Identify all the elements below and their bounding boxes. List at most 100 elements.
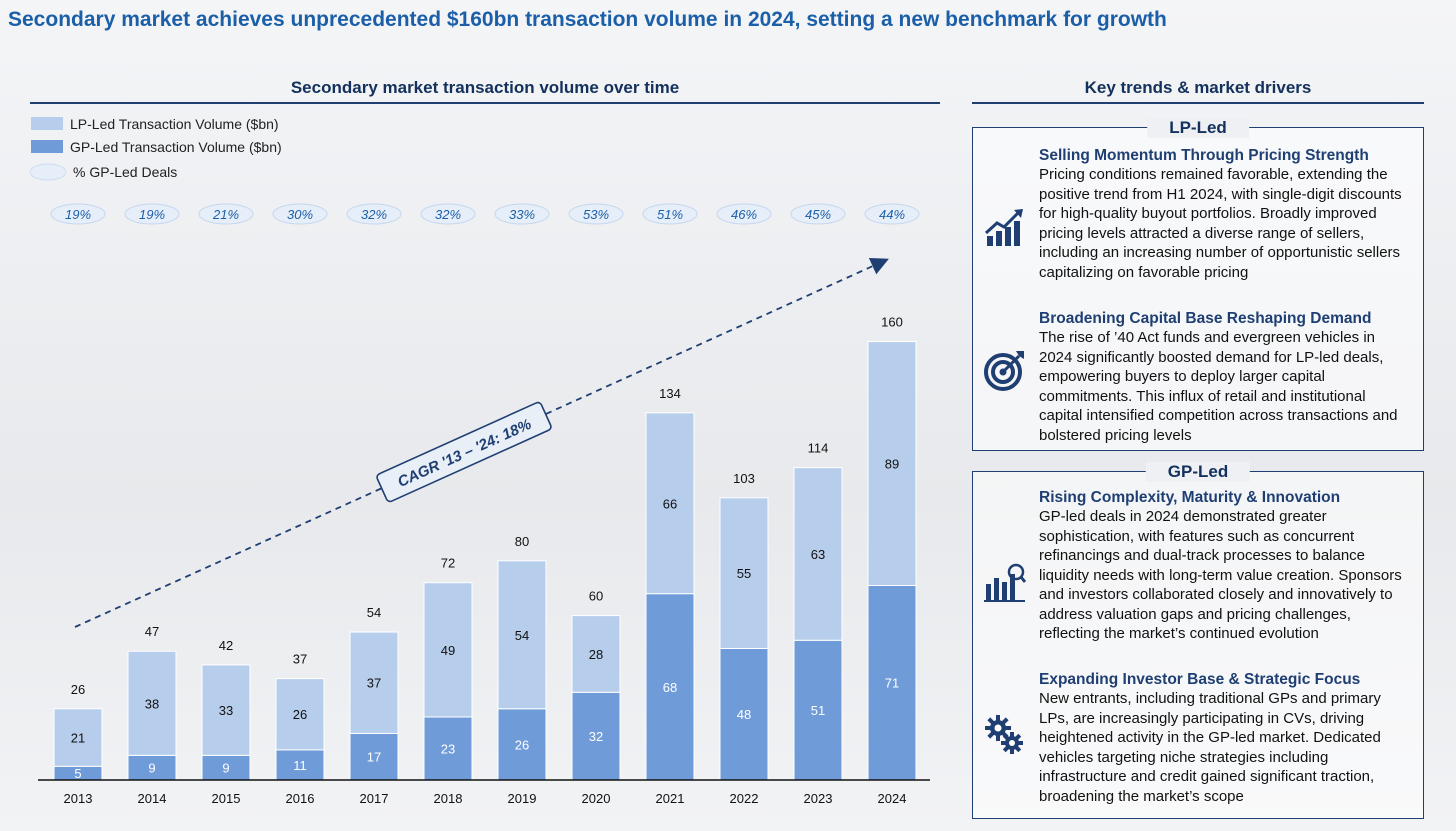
pct-bubble	[716, 203, 772, 225]
bar-gp-led	[127, 754, 177, 781]
pct-bubble	[494, 203, 550, 225]
gp-item-1: Rising Complexity, Maturity & Innovation…	[1039, 488, 1409, 644]
bar-total-value: 26	[71, 682, 85, 697]
bar-total-value: 160	[881, 315, 903, 330]
bar-lp-led	[867, 341, 917, 586]
lp-led-panel: LP-Led Selling Momentum Through Pricing …	[972, 118, 1424, 451]
legend-swatch-pct	[29, 163, 67, 181]
bar-gp-value: 51	[811, 703, 825, 718]
pct-label: 19%	[139, 207, 165, 222]
x-tick-label: 2021	[656, 791, 685, 806]
pct-label: 19%	[65, 207, 91, 222]
pct-bubble	[790, 203, 846, 225]
bar-lp-value: 33	[219, 703, 233, 718]
lp-item-2-heading: Broadening Capital Base Reshaping Demand	[1039, 310, 1372, 327]
bar-total-value: 80	[515, 534, 529, 549]
pct-label: 44%	[879, 207, 905, 222]
bar-lp-value: 26	[293, 707, 307, 722]
stacked-bar-chart: LP-Led Transaction Volume ($bn) GP-Led Tr…	[29, 116, 930, 806]
gp-led-panel-title: GP-Led	[1145, 462, 1251, 482]
lp-item-2-text: The rise of ’40 Act funds and evergreen …	[1039, 329, 1398, 444]
bar-total-value: 60	[589, 589, 603, 604]
bar-lp-led	[571, 615, 621, 693]
bar-gp-value: 9	[222, 761, 229, 776]
bar-gp-value: 71	[885, 676, 899, 691]
pct-bubble	[642, 203, 698, 225]
pct-bubble	[198, 203, 254, 225]
growth-chart-icon	[984, 209, 1023, 246]
pct-bubble	[272, 203, 328, 225]
bar-lp-value: 28	[589, 647, 603, 662]
bar-lp-led	[423, 582, 473, 718]
bar-gp-value: 32	[589, 729, 603, 744]
pct-bubble	[864, 203, 920, 225]
x-tick-label: 2013	[64, 791, 93, 806]
bar-lp-value: 21	[71, 731, 85, 746]
pct-bubble	[124, 203, 180, 225]
analytics-icon	[984, 563, 1027, 602]
lp-item-2: Broadening Capital Base Reshaping Demand…	[1039, 309, 1409, 445]
pct-bubble	[420, 203, 476, 225]
bar-lp-led	[645, 412, 695, 595]
pct-bubble	[346, 203, 402, 225]
lp-item-1-heading: Selling Momentum Through Pricing Strengt…	[1039, 147, 1369, 164]
bar-total-value: 72	[441, 556, 455, 571]
legend-swatch-lp	[31, 117, 63, 130]
bar-lp-led	[53, 708, 103, 767]
bar-lp-led	[793, 467, 843, 641]
bar-gp-value: 11	[293, 758, 307, 773]
legend-label-pct: % GP-Led Deals	[73, 164, 177, 180]
bars-group: 5 21 26 9 38 47 9 33 42 11 26 37 17 37 54 23 49 72 26 54 80 3…	[53, 315, 917, 781]
bar-lp-value: 54	[515, 628, 529, 643]
bar-total-value: 54	[367, 605, 381, 620]
x-tick-label: 2020	[582, 791, 611, 806]
pct-label: 32%	[361, 207, 387, 222]
x-tick-label: 2023	[804, 791, 833, 806]
x-axis: 2013 2014 2015 2016 2017 2018 2019 2020 2021 2022…	[38, 779, 930, 806]
bar-lp-led	[275, 678, 325, 751]
bar-gp-led	[497, 708, 547, 781]
x-tick-label: 2015	[212, 791, 241, 806]
gp-item-1-text: GP-led deals in 2024 demonstrated greate…	[1039, 508, 1402, 642]
cagr-label-box: CAGR '13 – '24: 18%	[376, 401, 552, 503]
gp-led-pct-row: 19% 19% 21% 30% 32% 32% 33% 53% 51% 46% 45% 44%	[50, 203, 920, 225]
chart-legend: LP-Led Transaction Volume ($bn) GP-Led Tr…	[29, 116, 282, 181]
bar-lp-led	[719, 497, 769, 649]
x-tick-label: 2019	[508, 791, 537, 806]
bar-gp-value: 68	[663, 680, 677, 695]
bar-lp-value: 38	[145, 696, 159, 711]
bar-lp-value: 63	[811, 547, 825, 562]
pct-label: 33%	[509, 207, 535, 222]
x-tick-label: 2014	[138, 791, 167, 806]
bar-lp-value: 55	[737, 566, 751, 581]
bar-gp-led	[423, 716, 473, 781]
bar-lp-led	[201, 664, 251, 756]
bar-gp-value: 26	[515, 737, 529, 752]
x-tick-label: 2018	[434, 791, 463, 806]
bar-gp-led	[719, 647, 769, 781]
x-tick-label: 2022	[730, 791, 759, 806]
bar-lp-value: 66	[663, 496, 677, 511]
bar-lp-value: 89	[885, 457, 899, 472]
bar-gp-value: 48	[737, 707, 751, 722]
bar-lp-led	[349, 631, 399, 734]
trends-heading: Key trends & market drivers	[972, 78, 1424, 104]
bar-lp-led	[497, 560, 547, 710]
pct-label: 30%	[287, 207, 313, 222]
bar-gp-value: 9	[148, 761, 155, 776]
gp-item-1-heading: Rising Complexity, Maturity & Innovation	[1039, 489, 1341, 506]
bar-lp-value: 49	[441, 643, 455, 658]
gp-item-2-text: New entrants, including traditional GPs …	[1039, 690, 1381, 805]
pct-label: 45%	[805, 207, 831, 222]
bar-gp-value: 17	[367, 750, 381, 765]
bar-gp-value: 23	[441, 741, 455, 756]
pct-bubble	[568, 203, 624, 225]
pct-bubble	[50, 203, 106, 225]
pct-label: 21%	[212, 207, 239, 222]
lp-led-panel-title: LP-Led	[1147, 118, 1249, 138]
bar-total-value: 114	[808, 441, 829, 456]
x-tick-label: 2024	[878, 791, 907, 806]
cagr-text: CAGR '13 – '24: 18%	[395, 416, 534, 491]
bar-total-value: 37	[293, 652, 307, 667]
gp-led-panel: GP-Led Rising Complexity, Maturity & Inn…	[972, 462, 1424, 819]
